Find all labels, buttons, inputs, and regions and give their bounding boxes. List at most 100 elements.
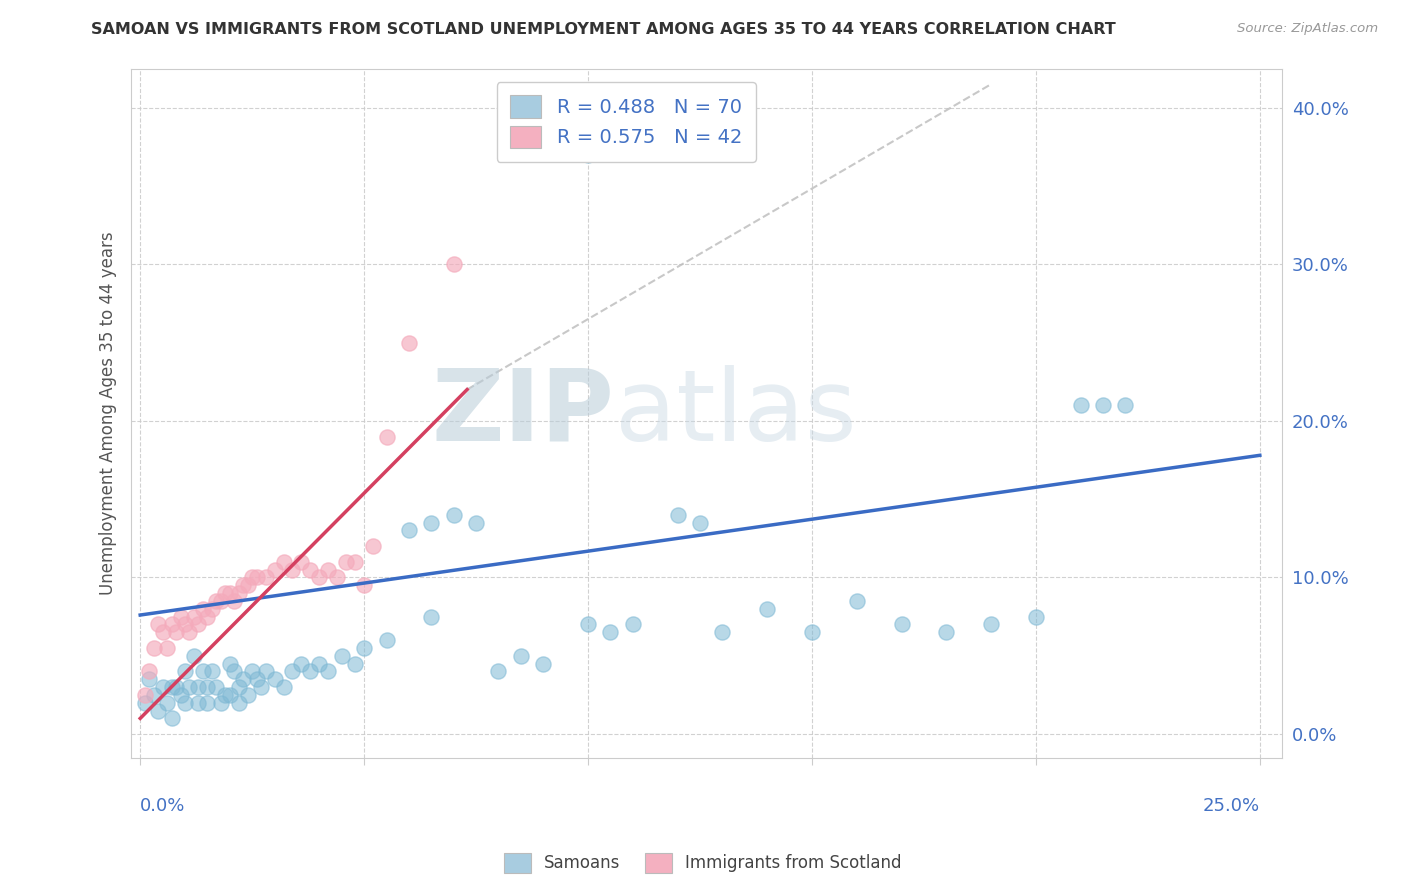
Point xyxy=(689,516,711,530)
Point xyxy=(236,578,259,592)
Point xyxy=(344,657,367,671)
Legend: R = 0.488   N = 70, R = 0.575   N = 42: R = 0.488 N = 70, R = 0.575 N = 42 xyxy=(496,82,756,161)
Point xyxy=(191,665,214,679)
Point xyxy=(1114,398,1136,412)
Point xyxy=(228,696,250,710)
Point xyxy=(134,688,156,702)
Point xyxy=(236,688,259,702)
Legend: Samoans, Immigrants from Scotland: Samoans, Immigrants from Scotland xyxy=(498,847,908,880)
Point xyxy=(890,617,912,632)
Point xyxy=(308,570,330,584)
Point xyxy=(218,586,240,600)
Point xyxy=(246,672,269,686)
Point xyxy=(246,570,269,584)
Point xyxy=(228,680,250,694)
Point xyxy=(195,680,218,694)
Point xyxy=(160,680,183,694)
Point xyxy=(214,586,236,600)
Point xyxy=(165,680,187,694)
Point xyxy=(330,648,353,663)
Point xyxy=(353,640,375,655)
Point xyxy=(179,625,201,640)
Point xyxy=(1070,398,1092,412)
Point xyxy=(711,625,734,640)
Point xyxy=(156,640,179,655)
Point xyxy=(195,696,218,710)
Point xyxy=(195,609,218,624)
Point xyxy=(398,335,420,350)
Point xyxy=(174,696,197,710)
Point xyxy=(599,625,621,640)
Point xyxy=(160,617,183,632)
Point xyxy=(254,570,277,584)
Point xyxy=(224,594,246,608)
Point xyxy=(845,594,868,608)
Point xyxy=(254,665,277,679)
Point xyxy=(326,570,349,584)
Point xyxy=(146,704,169,718)
Text: ZIP: ZIP xyxy=(432,365,614,461)
Point xyxy=(398,524,420,538)
Text: Source: ZipAtlas.com: Source: ZipAtlas.com xyxy=(1237,22,1378,36)
Point xyxy=(273,680,295,694)
Point xyxy=(290,657,312,671)
Point xyxy=(201,601,224,615)
Point xyxy=(621,617,644,632)
Point xyxy=(228,586,250,600)
Point xyxy=(183,609,205,624)
Point xyxy=(232,672,254,686)
Point xyxy=(160,711,183,725)
Point xyxy=(214,688,236,702)
Point xyxy=(576,147,599,161)
Point xyxy=(138,672,160,686)
Point xyxy=(187,617,209,632)
Point xyxy=(281,665,304,679)
Point xyxy=(146,617,169,632)
Point xyxy=(666,508,689,522)
Point xyxy=(290,555,312,569)
Point xyxy=(152,680,174,694)
Point xyxy=(318,665,340,679)
Point xyxy=(201,665,224,679)
Point xyxy=(138,665,160,679)
Point xyxy=(165,625,187,640)
Point xyxy=(156,696,179,710)
Point xyxy=(205,594,228,608)
Point xyxy=(218,657,240,671)
Point xyxy=(509,648,531,663)
Point xyxy=(576,617,599,632)
Point xyxy=(134,696,156,710)
Point xyxy=(209,696,232,710)
Point xyxy=(205,680,228,694)
Point xyxy=(209,594,232,608)
Point xyxy=(169,688,191,702)
Point xyxy=(183,648,205,663)
Point xyxy=(420,609,443,624)
Text: 0.0%: 0.0% xyxy=(141,797,186,814)
Point xyxy=(308,657,330,671)
Point xyxy=(263,672,285,686)
Point xyxy=(1092,398,1115,412)
Point xyxy=(531,657,554,671)
Point xyxy=(361,539,384,553)
Point xyxy=(318,563,340,577)
Text: SAMOAN VS IMMIGRANTS FROM SCOTLAND UNEMPLOYMENT AMONG AGES 35 TO 44 YEARS CORREL: SAMOAN VS IMMIGRANTS FROM SCOTLAND UNEMP… xyxy=(91,22,1116,37)
Point xyxy=(174,665,197,679)
Y-axis label: Unemployment Among Ages 35 to 44 years: Unemployment Among Ages 35 to 44 years xyxy=(100,231,117,595)
Point xyxy=(335,555,357,569)
Point xyxy=(420,516,443,530)
Point xyxy=(187,696,209,710)
Point xyxy=(344,555,367,569)
Point xyxy=(935,625,957,640)
Point xyxy=(250,680,273,694)
Point xyxy=(299,665,322,679)
Point xyxy=(240,665,263,679)
Point xyxy=(801,625,824,640)
Point xyxy=(375,429,398,443)
Point xyxy=(273,555,295,569)
Point xyxy=(465,516,488,530)
Point xyxy=(1025,609,1047,624)
Point xyxy=(169,609,191,624)
Point xyxy=(281,563,304,577)
Text: atlas: atlas xyxy=(614,365,856,461)
